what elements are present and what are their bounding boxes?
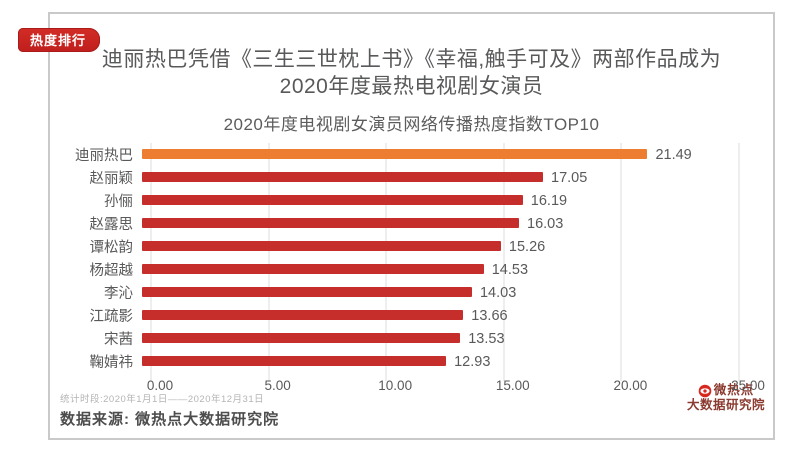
value-label: 16.03	[527, 215, 564, 232]
category-label: 赵丽颖	[89, 171, 134, 187]
main-title-line1: 迪丽热巴凭借《三生三世枕上书》《幸福,触手可及》两部作品成为	[101, 48, 722, 71]
gridline	[738, 143, 740, 381]
gridline	[150, 143, 152, 381]
gridline	[503, 143, 505, 381]
category-label: 江疏影	[89, 309, 134, 325]
chart-row: 杨超越 14.53	[59, 258, 773, 281]
x-tick-label: 15.00	[495, 378, 530, 393]
value-label: 17.05	[551, 169, 588, 186]
gridlines	[150, 143, 740, 381]
value-label: 13.53	[468, 330, 505, 347]
bar-track: 16.19	[142, 189, 730, 212]
chart-row: 赵丽颖 17.05	[59, 166, 773, 189]
value-label: 13.66	[471, 307, 508, 324]
main-title: 迪丽热巴凭借《三生三世枕上书》《幸福,触手可及》两部作品成为 2020年度最热电…	[50, 14, 773, 100]
chart-row: 李沁 14.03	[59, 281, 773, 304]
brand-logo: 微热点 大数据研究院	[687, 383, 765, 413]
bar	[142, 287, 472, 297]
bar-track: 12.93	[142, 350, 730, 373]
bar	[142, 310, 464, 320]
category-label: 孙俪	[104, 194, 133, 210]
x-tick-label: 0.00	[146, 378, 174, 393]
x-tick-label: 20.00	[613, 378, 648, 393]
x-axis: 0.00 5.00 10.00 15.00 20.00 25.00	[147, 376, 765, 396]
bar	[142, 356, 447, 366]
bar	[142, 333, 461, 343]
chart-footer: 统计时段:2020年1月1日——2020年12月31日 数据来源: 微热点大数据…	[60, 391, 279, 429]
main-title-line2: 2020年度最热电视剧女演员	[279, 75, 544, 98]
bar	[142, 149, 648, 159]
bar-track: 14.53	[142, 258, 730, 281]
category-label: 宋茜	[104, 332, 133, 348]
value-label: 14.53	[491, 261, 529, 278]
chart-row: 迪丽热巴 21.49	[59, 143, 773, 166]
bar-track: 21.49	[142, 143, 730, 166]
category-label: 鞠婧祎	[89, 355, 134, 371]
bar	[142, 241, 501, 251]
category-label: 谭松韵	[89, 240, 134, 256]
bar-track: 13.53	[142, 327, 730, 350]
value-label: 12.93	[454, 353, 491, 370]
bar-track: 16.03	[142, 212, 730, 235]
data-source-text: 数据来源: 微热点大数据研究院	[60, 411, 280, 428]
bar-track: 13.66	[142, 304, 730, 327]
value-label: 15.26	[508, 238, 546, 255]
logo-line1: 微热点	[713, 383, 755, 397]
infographic-frame: 迪丽热巴凭借《三生三世枕上书》《幸福,触手可及》两部作品成为 2020年度最热电…	[48, 12, 775, 440]
chart-row: 赵露思 16.03	[59, 212, 773, 235]
x-tick-label: 5.00	[264, 378, 291, 393]
category-label: 赵露思	[89, 217, 134, 233]
bar-track: 15.26	[142, 235, 730, 258]
x-tick-label: 10.00	[378, 378, 413, 393]
chart-row: 孙俪 16.19	[59, 189, 773, 212]
gridline	[620, 143, 622, 381]
chart-row: 宋茜 13.53	[59, 327, 773, 350]
x-tick-label: 25.00	[731, 378, 765, 393]
chart-row: 谭松韵 15.26	[59, 235, 773, 258]
bar	[142, 172, 544, 182]
bar	[142, 195, 523, 205]
chart-row: 鞠婧祎 12.93	[59, 350, 773, 373]
chart-row: 江疏影 13.66	[59, 304, 773, 327]
bar-track: 17.05	[142, 166, 730, 189]
stat-period-text: 统计时段:2020年1月1日——2020年12月31日	[60, 394, 265, 405]
bar	[142, 264, 484, 274]
value-label: 14.03	[479, 284, 517, 301]
gridline	[385, 143, 387, 381]
weiredian-logo-icon	[698, 384, 712, 397]
logo-line2: 大数据研究院	[686, 398, 765, 412]
category-label: 迪丽热巴	[75, 148, 133, 164]
chart-rows: 迪丽热巴 21.49 赵丽颖 17.05 孙俪 16.19 赵露思 16.03 谭松韵 15.26…	[59, 143, 773, 373]
category-label: 杨超越	[89, 263, 134, 279]
bar-chart: 迪丽热巴 21.49 赵丽颖 17.05 孙俪 16.19 赵露思 16.03 谭松韵 15.26…	[50, 143, 773, 396]
heat-ranking-badge: 热度排行	[18, 28, 101, 52]
category-label: 李沁	[104, 286, 133, 302]
value-label: 16.19	[530, 192, 568, 209]
value-label: 21.49	[655, 146, 692, 163]
bar	[142, 218, 520, 228]
gridline	[268, 143, 270, 381]
chart-title: 2020年度电视剧女演员网络传播热度指数TOP10	[223, 115, 600, 134]
bar-track: 14.03	[142, 281, 730, 304]
